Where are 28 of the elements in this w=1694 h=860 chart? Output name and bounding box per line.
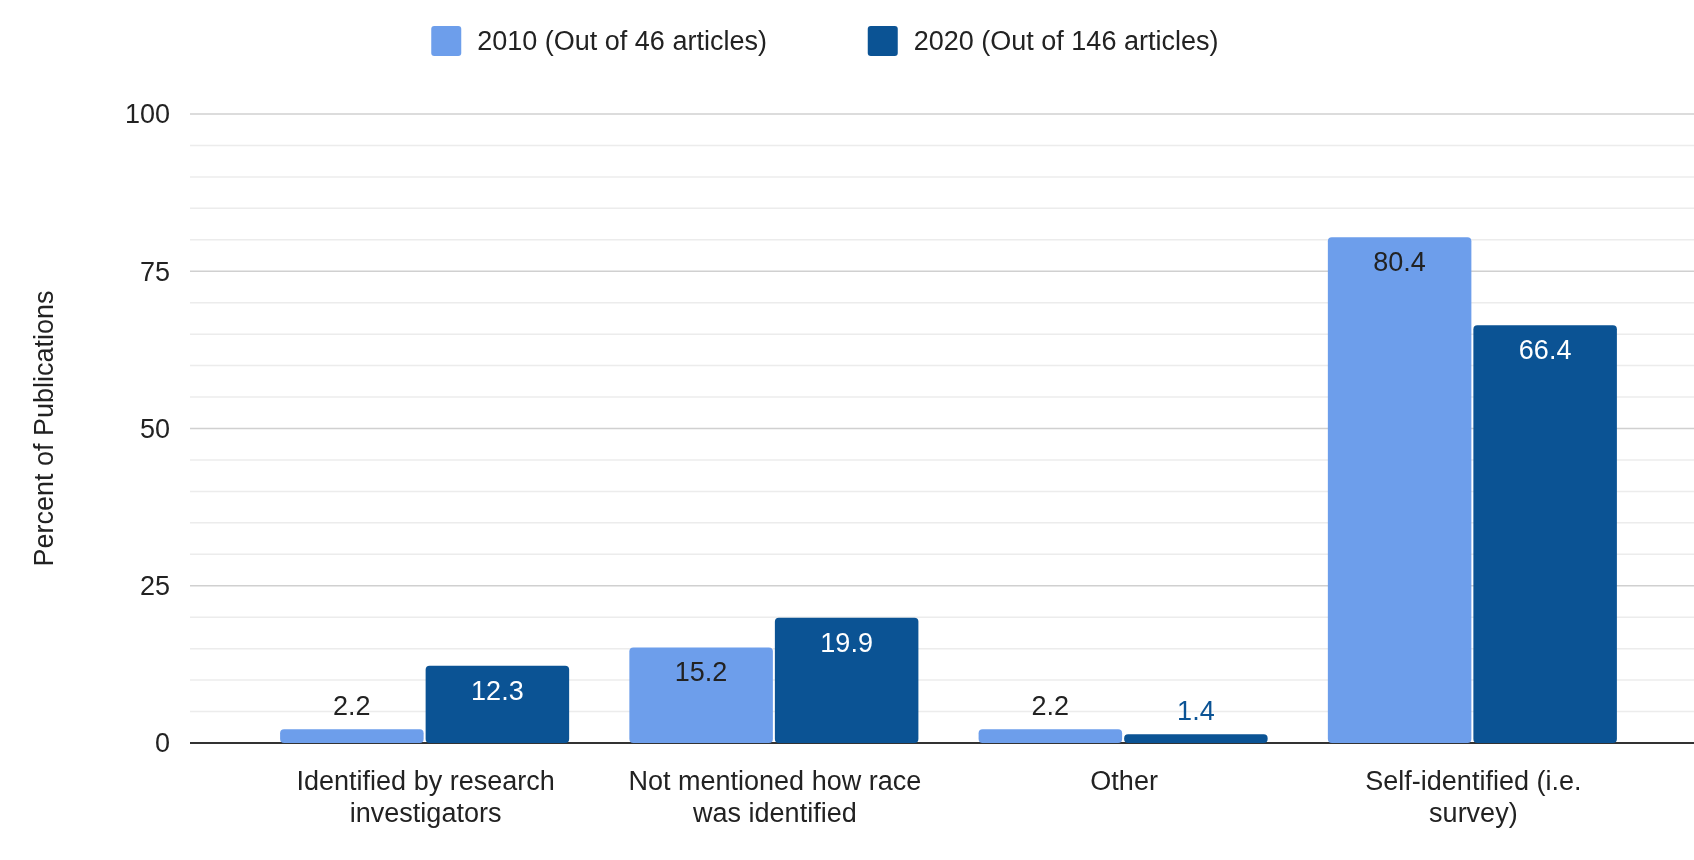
y-tick-label: 75 [139, 256, 170, 287]
bar [280, 729, 424, 743]
x-tick-label: Self-identified (i.e. survey) [1365, 766, 1582, 828]
y-axis-title: Percent of Publications [29, 290, 59, 567]
y-tick-label: 0 [154, 728, 170, 759]
x-tick-label: Not mentioned how race was identified [628, 766, 922, 828]
bar [1124, 734, 1268, 743]
data-label: 66.4 [1518, 335, 1572, 366]
bar [629, 647, 773, 743]
x-tick-label: Other [1090, 766, 1158, 796]
bar [1327, 237, 1472, 743]
legend-label: 2010 (Out of 46 articles) [477, 26, 767, 57]
data-label: 12.3 [471, 675, 524, 706]
data-label: 2.2 [1031, 691, 1070, 722]
x-tick-label: Identified by research investigators [296, 766, 555, 828]
y-tick-label: 50 [139, 413, 170, 444]
bar [1473, 325, 1617, 743]
bar [978, 729, 1123, 743]
data-label: 19.9 [820, 627, 873, 658]
y-tick-label: 25 [139, 571, 170, 602]
bar [774, 617, 919, 743]
data-label: 1.4 [1177, 696, 1215, 727]
y-tick-label: 100 [124, 99, 170, 130]
bar [425, 665, 570, 743]
data-label: 80.4 [1373, 247, 1426, 278]
legend-label: 2020 (Out of 146 articles) [913, 26, 1219, 57]
data-label: 2.2 [333, 691, 371, 722]
data-label: 15.2 [674, 657, 728, 688]
